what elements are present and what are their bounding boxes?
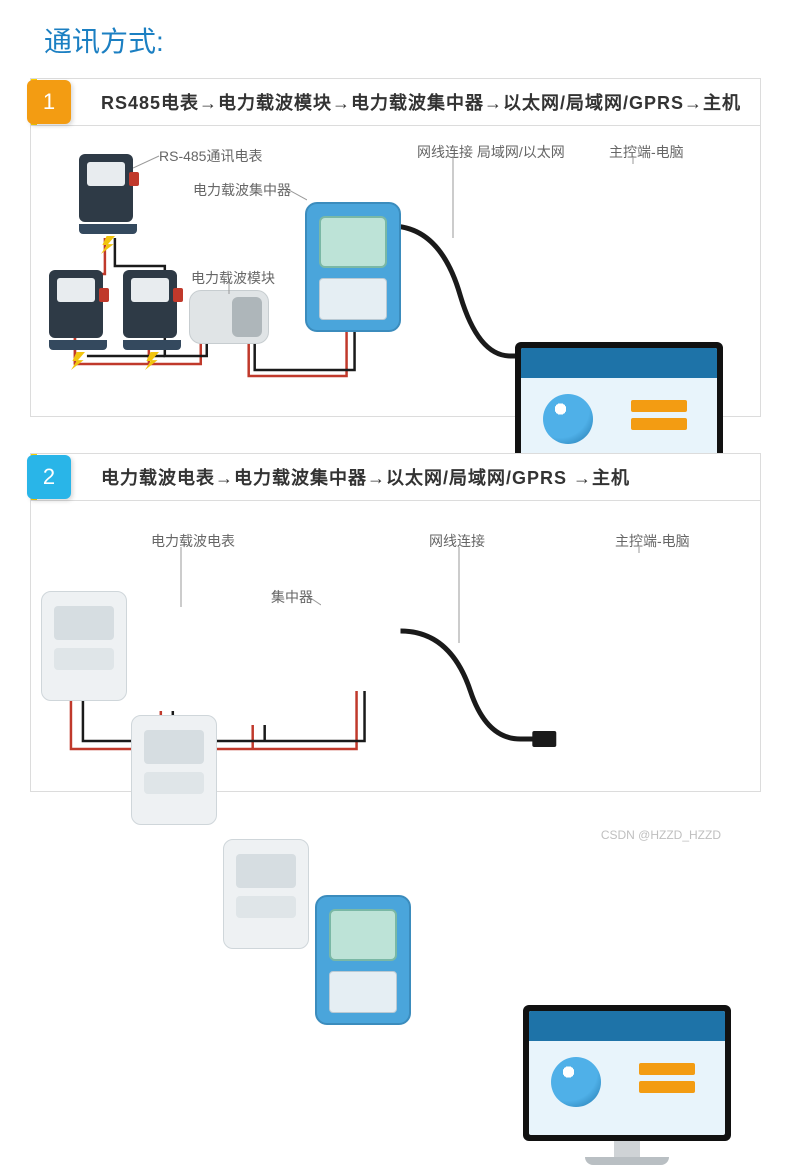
label-host-2: 主控端-电脑 xyxy=(615,531,690,551)
leader-9 xyxy=(637,547,641,553)
concentrator-1 xyxy=(305,202,401,332)
label-plc-mod: 电力载波模块 xyxy=(191,268,275,288)
watermark: CSDN @HZZD_HZZD xyxy=(30,828,761,842)
leader-4 xyxy=(451,156,455,238)
label-plc-meter: 电力载波电表 xyxy=(151,531,235,551)
section-badge-2: 2 xyxy=(27,455,71,499)
leader-8 xyxy=(457,547,461,643)
label-plc-conc: 电力载波集中器 xyxy=(193,180,291,200)
section-1-title: RS485电表→电力载波模块→电力载波集中器→以太网/局域网/GPRS→主机 xyxy=(101,89,750,115)
section-2-title: 电力载波电表→电力载波集中器→以太网/局域网/GPRS →主机 xyxy=(101,464,750,490)
section-2: 2 电力载波电表→电力载波集中器→以太网/局域网/GPRS →主机 xyxy=(30,453,761,792)
section-badge-1: 1 xyxy=(27,80,71,124)
label-host-1: 主控端-电脑 xyxy=(609,142,684,162)
diagram-2: 电力载波电表 集中器 网线连接 主控端-电脑 xyxy=(31,501,760,791)
label-network-1: 网线连接 局域网/以太网 xyxy=(417,142,565,162)
host-pc-2 xyxy=(523,1005,731,1165)
label-conc-2: 集中器 xyxy=(271,587,313,607)
meter-top xyxy=(79,154,137,254)
leader-7 xyxy=(309,595,321,607)
page-title: 通讯方式: xyxy=(44,20,761,60)
concentrator-2 xyxy=(315,895,411,1025)
leader-5 xyxy=(631,156,635,164)
plc-module xyxy=(189,290,269,344)
section-2-header: 2 电力载波电表→电力载波集中器→以太网/局域网/GPRS →主机 xyxy=(31,454,760,501)
plc-meter-1 xyxy=(41,591,127,701)
label-rs485: RS-485通讯电表 xyxy=(159,146,262,166)
section-1-header: 1 RS485电表→电力载波模块→电力载波集中器→以太网/局域网/GPRS→主机 xyxy=(31,79,760,126)
leader-3 xyxy=(227,282,231,294)
leader-2 xyxy=(289,188,307,202)
plc-meter-3 xyxy=(223,839,309,949)
leader-6 xyxy=(179,547,183,607)
plc-meter-2 xyxy=(131,715,217,825)
meter-left xyxy=(49,270,107,370)
diagram-1: RS-485通讯电表 电力载波集中器 电力载波模块 网线连接 局域网/以太网 主… xyxy=(31,126,760,416)
meter-right xyxy=(123,270,181,370)
leader-1 xyxy=(133,154,161,172)
page: 通讯方式: 1 RS485电表→电力载波模块→电力载波集中器→以太网/局域网/G… xyxy=(0,0,791,850)
section-1: 1 RS485电表→电力载波模块→电力载波集中器→以太网/局域网/GPRS→主机 xyxy=(30,78,761,417)
